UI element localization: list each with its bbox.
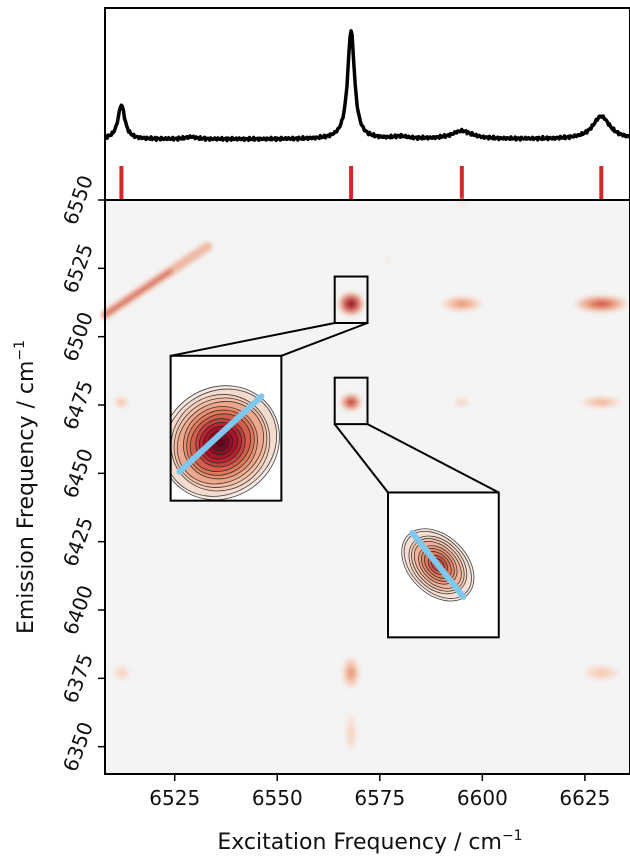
y-tick-label-6: 6500 [58,309,98,365]
y-tick-label-3: 6425 [58,514,98,570]
map-frame [104,199,630,775]
x-tick-label-2: 6575 [354,786,405,810]
map-features [100,198,628,753]
connector-line [281,322,368,357]
insets [169,354,500,639]
cross-peak-1 [338,292,364,316]
x-tick-label-3: 6600 [457,786,508,810]
x-tick-label-0: 6525 [149,786,200,810]
cross-peak-4 [114,396,129,409]
map-panel: 6525 6550 6575 6600 6625 6350 6375 6400 6425 645… [58,172,630,810]
connector-line [367,423,500,494]
spectrum-panel [103,7,630,201]
x-axis-label: Excitation Frequency / cm−1 [217,828,522,855]
y-axis-label-exponent: −1 [12,340,28,361]
spectrum-frame [104,7,630,201]
fit-line [176,393,265,475]
y-axis-ticks: 6350 6375 6400 6425 6450 6475 6500 6525 6550 [58,172,105,775]
y-tick-label-1: 6375 [58,650,98,706]
x-tick-label-1: 6550 [252,786,303,810]
zoom-boxes [170,275,500,494]
y-tick-label-5: 6475 [58,377,98,433]
cross-peak-8 [112,665,131,681]
cross-peak-9 [342,657,360,689]
y-tick-label-8: 6550 [58,172,98,228]
cross-peak-2 [441,296,482,312]
x-axis-ticks: 6525 6550 6575 6600 6625 [149,774,610,810]
zoom-box-1 [333,376,369,426]
inset-0 [169,354,283,502]
cross-peak-7 [581,396,622,409]
y-tick-label-7: 6525 [58,240,98,296]
x-tick-label-4: 6625 [559,786,610,810]
connector-line [170,322,335,357]
cross-peak-5 [340,393,362,411]
fit-line [409,530,467,600]
y-axis-label: Emission Frequency / cm−1 [12,340,39,634]
inset-frame [169,354,283,502]
y-tick-label-2: 6400 [58,582,98,638]
y-axis-label-text: Emission Frequency / cm [14,361,39,634]
x-axis-label-text: Excitation Frequency / cm [217,830,502,855]
cross-peak-11 [345,713,357,753]
cross-peak-13 [383,256,393,264]
inset-frame [387,491,500,639]
spectrum-line [103,29,630,143]
y-tick-label-0: 6350 [58,719,98,775]
diagonal-streak [100,241,213,320]
cross-peak-10 [584,665,619,681]
inset-1 [387,491,500,639]
zoom-box-0 [333,275,369,324]
connector-line [333,423,389,494]
cross-peak-3 [575,295,628,313]
cross-peak-6 [453,397,471,407]
y-tick-label-4: 6450 [58,445,98,501]
x-axis-label-exponent: −1 [502,828,523,844]
peak-markers [119,166,604,199]
